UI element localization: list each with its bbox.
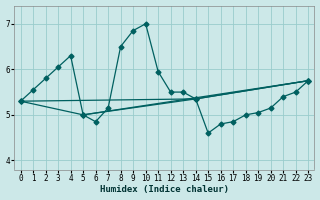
X-axis label: Humidex (Indice chaleur): Humidex (Indice chaleur) xyxy=(100,185,229,194)
